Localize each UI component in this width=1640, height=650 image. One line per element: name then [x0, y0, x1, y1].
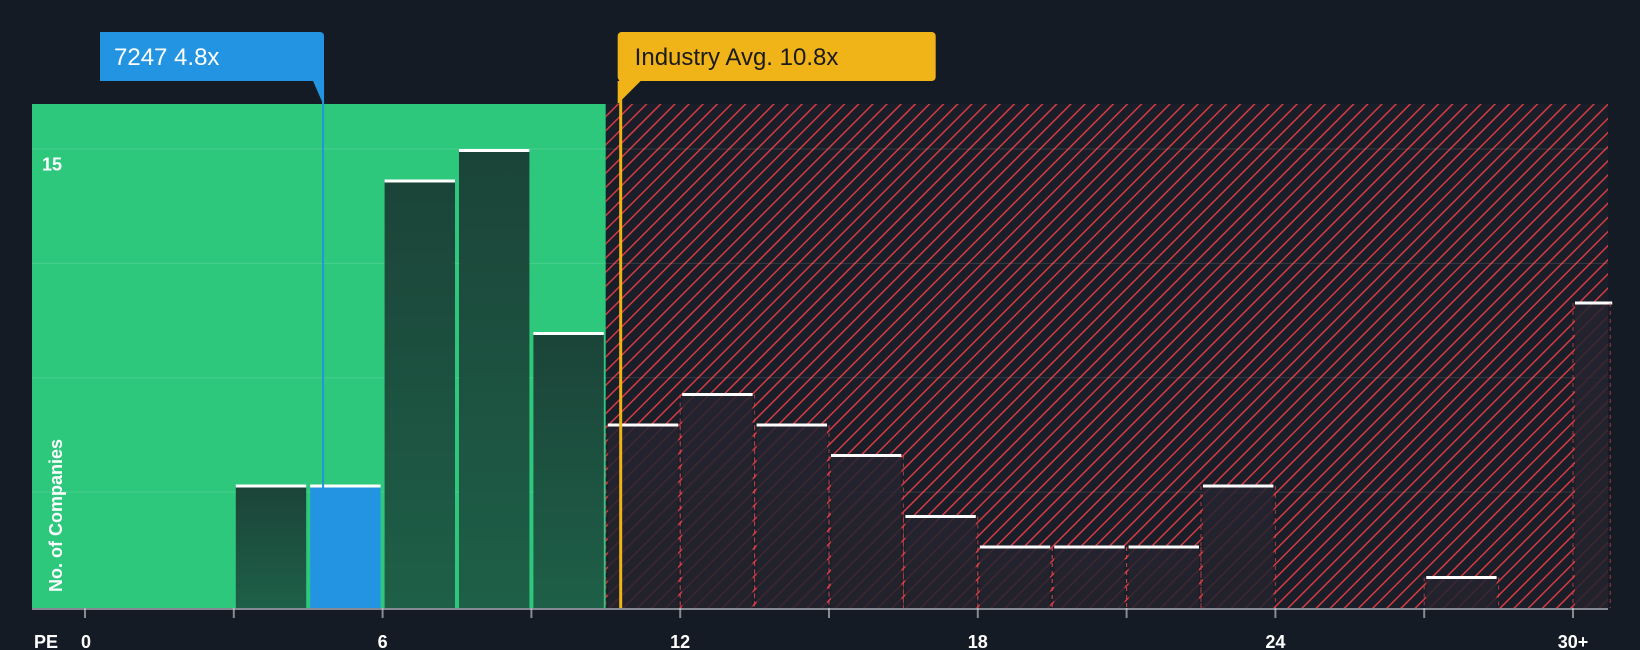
x-tick-label: 18	[968, 632, 988, 650]
histogram-bar	[459, 150, 530, 608]
histogram-bar	[533, 333, 604, 608]
x-tick-label: 12	[670, 632, 690, 650]
histogram-bar	[979, 547, 1051, 608]
histogram-bar	[1128, 547, 1199, 608]
histogram-bar	[682, 394, 753, 608]
histogram-bar	[607, 425, 679, 608]
overvalued-zone	[605, 104, 1608, 608]
industry-avg-label: Industry Avg. 10.8x	[635, 44, 839, 71]
histogram-bar	[831, 455, 902, 608]
histogram-bar	[384, 181, 455, 608]
histogram-bar	[1054, 547, 1125, 608]
x-tick-label: 6	[378, 632, 388, 650]
y-axis-label: No. of Companies	[46, 439, 66, 592]
x-axis-label: PE	[34, 632, 58, 650]
company-pe-label: 7247 4.8x	[114, 44, 219, 71]
industry-tag-pointer	[617, 81, 641, 104]
histogram-bar	[1426, 577, 1497, 608]
y-tick-label: 15	[42, 155, 62, 175]
x-tick-label: 30+	[1558, 632, 1589, 650]
histogram-bar	[310, 486, 381, 608]
industry-avg-tag-box	[617, 32, 936, 81]
x-tick-label: 0	[81, 632, 91, 650]
histogram-bar	[1575, 303, 1609, 608]
x-tick-label: 24	[1265, 632, 1285, 650]
company-pe-tag-box	[100, 32, 324, 81]
histogram-bar	[235, 486, 307, 608]
histogram-bar	[905, 516, 976, 608]
histogram-bar	[1203, 486, 1274, 608]
histogram-bar	[756, 425, 827, 608]
